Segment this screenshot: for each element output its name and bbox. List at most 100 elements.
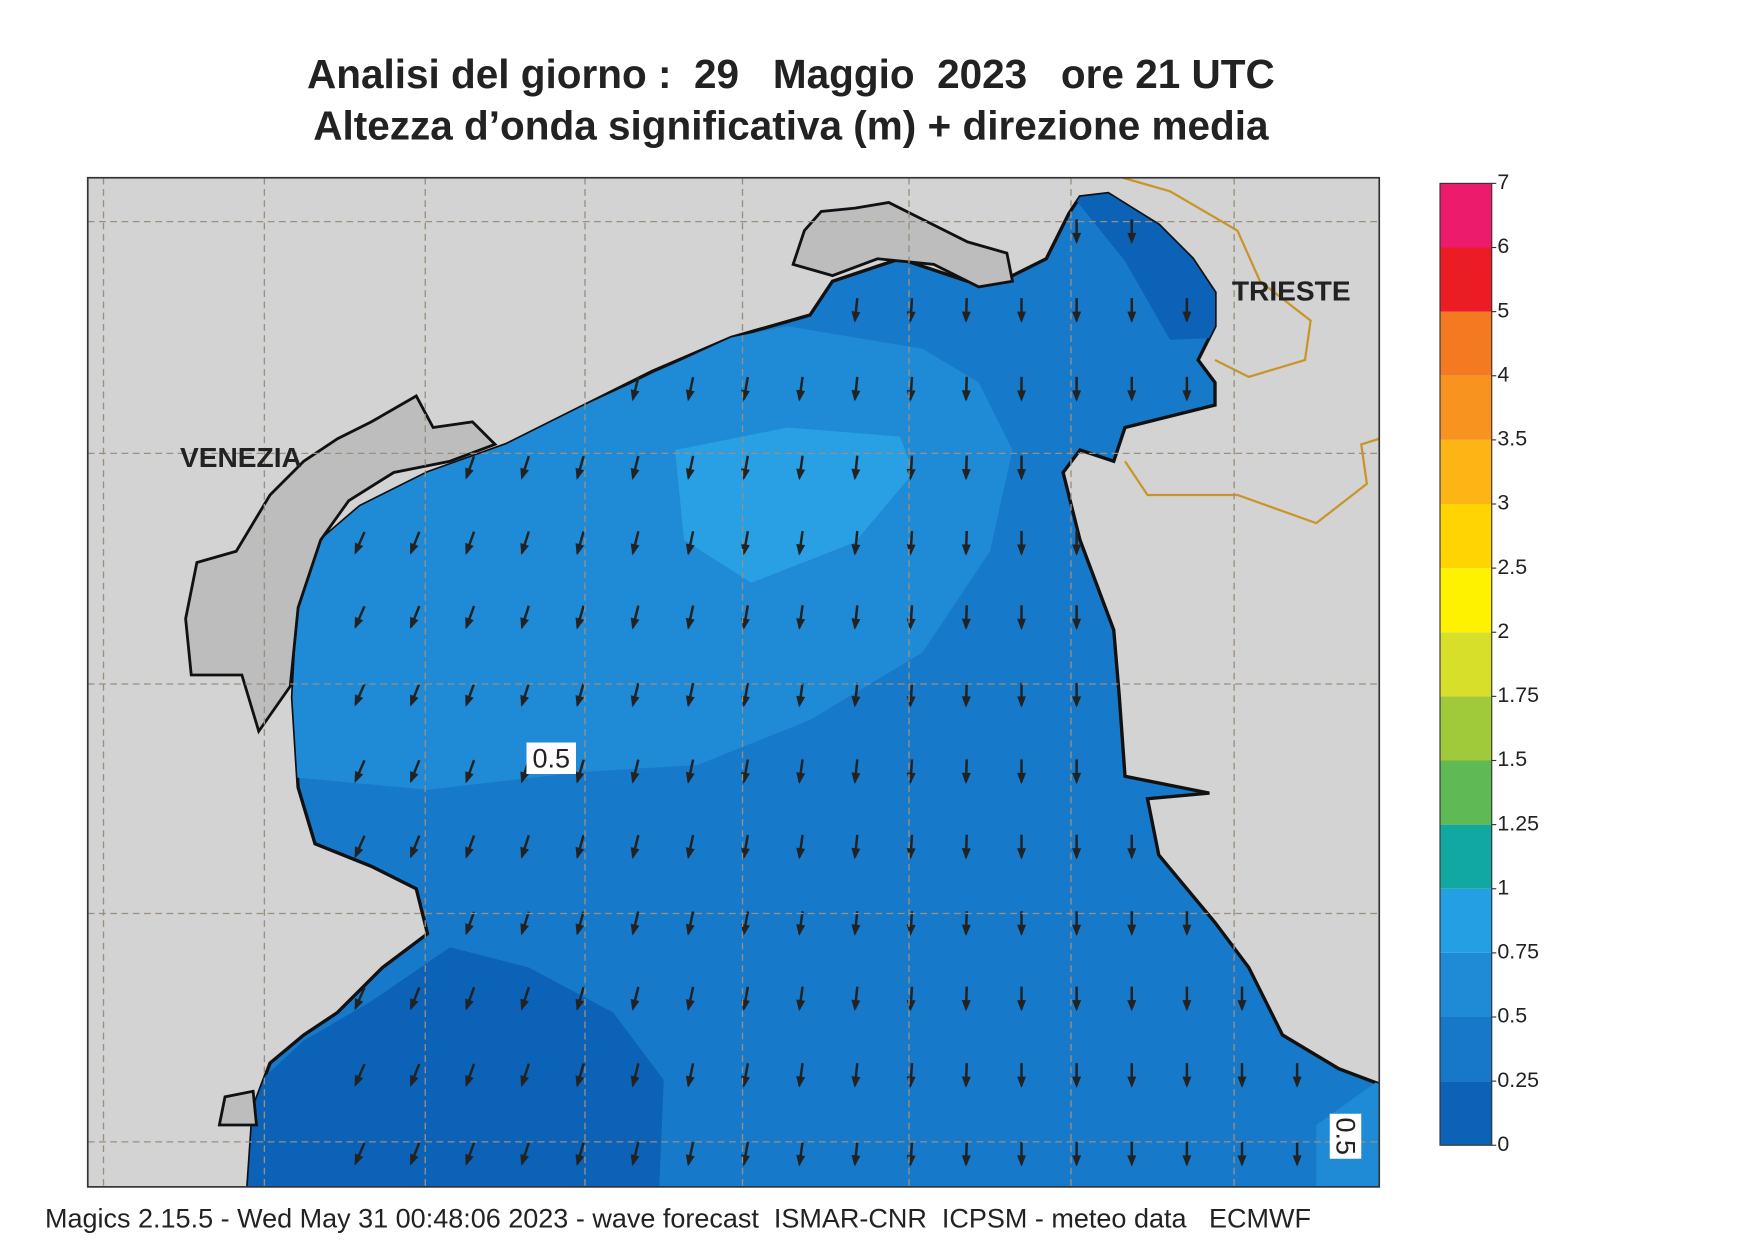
arrow-head: [520, 694, 529, 707]
arrow-head: [410, 1153, 419, 1166]
arrow-head: [465, 846, 474, 859]
arrow-head: [354, 846, 364, 859]
arrow-head: [961, 1076, 971, 1088]
arrow-head: [961, 924, 971, 936]
arrow-head: [575, 846, 585, 859]
arrow-head: [1072, 232, 1082, 245]
arrow-head: [630, 1075, 640, 1088]
arrow-head: [1072, 311, 1082, 323]
arrow-head: [685, 847, 695, 860]
arrow-head: [410, 846, 419, 859]
arrow-head: [961, 696, 971, 708]
colorbar-tick-label: 3: [1497, 491, 1509, 515]
arrow-head: [1017, 848, 1026, 860]
colorbar-segment: [1440, 183, 1492, 248]
arrow-head: [1292, 1155, 1302, 1167]
arrow-head: [906, 847, 916, 860]
arrow-head: [520, 923, 529, 936]
arrow-head: [961, 618, 971, 630]
region-0.75: [675, 427, 914, 583]
arrow-head: [410, 1074, 419, 1087]
arrow-head: [851, 847, 861, 860]
colorbar-tick-label: 0: [1497, 1132, 1509, 1156]
arrow-head: [410, 694, 419, 707]
arrow-head: [851, 772, 861, 785]
contour-label-box: [1329, 1113, 1362, 1159]
arrow-head: [961, 772, 971, 785]
arrow-head: [575, 771, 585, 784]
arrow-head: [354, 998, 364, 1011]
place-label: VENEZIA: [180, 442, 302, 473]
arrow-head: [796, 924, 806, 936]
arrow-head: [851, 311, 861, 323]
colorbar-segment: [1440, 439, 1492, 504]
arrow-head: [685, 695, 695, 708]
arrow-head: [1072, 618, 1082, 630]
arrow-head: [796, 543, 806, 556]
colorbar-tick-label: 2.5: [1497, 555, 1527, 579]
arrow-head: [1017, 1000, 1026, 1012]
arrow-head: [520, 467, 529, 480]
arrow-head: [465, 694, 474, 707]
arrow-head: [1072, 696, 1082, 708]
arrow-head: [685, 771, 695, 784]
arrow-head: [741, 468, 750, 481]
arrow-head: [410, 616, 419, 630]
colorbar-tick-label: 6: [1497, 234, 1509, 258]
colorbar-segment: [1440, 824, 1492, 889]
arrow-head: [520, 543, 529, 556]
colorbar-tick-label: 2: [1497, 619, 1509, 643]
arrow-head: [1017, 469, 1026, 481]
arrow-head: [685, 468, 695, 481]
arrow-head: [1182, 924, 1192, 936]
arrow-head: [520, 1075, 529, 1088]
contour-label-box: [526, 742, 576, 774]
arrow-head: [520, 998, 529, 1011]
colorbar-segment: [1440, 1017, 1492, 1082]
map: 0.5 0.5 VENEZIA TRIESTE: [87, 177, 1380, 1187]
arrow-head: [796, 618, 806, 630]
arrow-head: [851, 695, 861, 708]
arrow-head: [961, 999, 971, 1012]
arrow-head: [1072, 544, 1082, 556]
arrow-head: [1127, 311, 1137, 323]
arrow-head: [741, 1154, 750, 1167]
arrow-head: [630, 847, 640, 860]
arrow-head: [1017, 390, 1026, 402]
colorbar-tick-label: 0.75: [1497, 940, 1539, 964]
arrow-head: [741, 1075, 750, 1088]
arrow-head: [630, 389, 640, 402]
arrow-head: [354, 1153, 364, 1166]
arrow-head: [520, 771, 529, 784]
arrow-head: [961, 468, 971, 481]
arrow-head: [465, 542, 474, 555]
colorbar-segment: [1440, 696, 1492, 761]
arrow-head: [851, 999, 861, 1012]
colorbar-tick-label: 0.5: [1497, 1004, 1527, 1028]
arrow-head: [1182, 311, 1192, 323]
colorbar-segment: [1440, 760, 1492, 825]
place-label: TRIESTE: [1232, 275, 1351, 306]
arrow-head: [520, 1153, 529, 1166]
arrow-head: [465, 1153, 474, 1166]
arrow-head: [741, 389, 750, 402]
arrow-head: [685, 999, 695, 1012]
arrow-head: [630, 543, 640, 556]
colorbar-segment: [1440, 568, 1492, 633]
wave-field: [247, 193, 1380, 1187]
arrow-head: [961, 544, 971, 556]
arrow-head: [630, 467, 640, 480]
arrow-head: [630, 771, 640, 784]
arrow-head: [961, 390, 971, 402]
arrow-head: [465, 923, 474, 936]
arrow-head: [961, 848, 971, 860]
colorbar-segment: [1440, 504, 1492, 569]
contour-label: 0.5: [532, 743, 570, 773]
arrow-head: [575, 543, 585, 556]
region-0: [247, 947, 664, 1187]
arrow-head: [354, 616, 364, 629]
arrow-head: [1237, 1155, 1247, 1167]
colorbar-tick-label: 3.5: [1497, 427, 1527, 451]
arrow-head: [1237, 1076, 1247, 1088]
